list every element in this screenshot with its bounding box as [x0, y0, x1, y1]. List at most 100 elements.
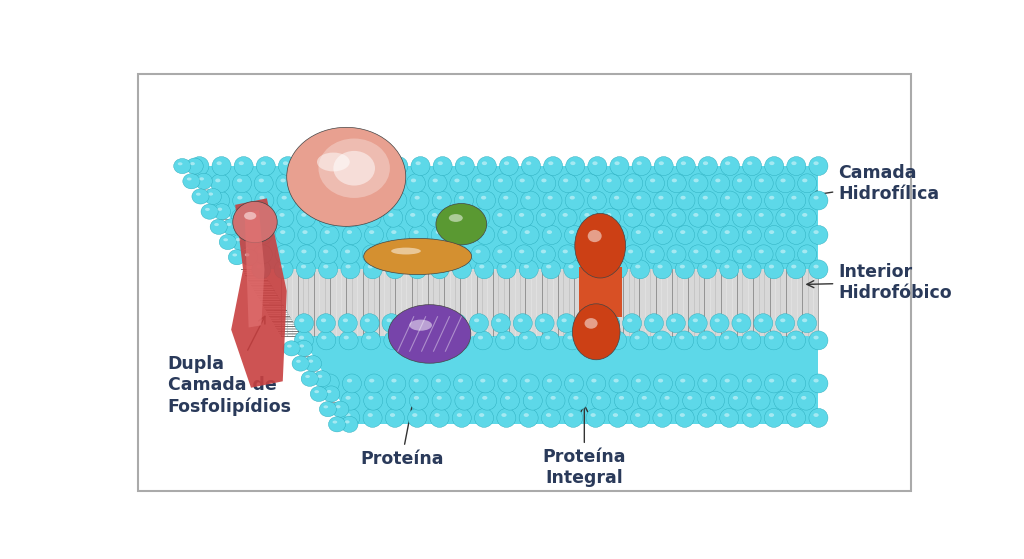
Ellipse shape [667, 314, 685, 333]
Ellipse shape [542, 409, 560, 427]
Ellipse shape [403, 314, 423, 333]
Ellipse shape [653, 191, 673, 210]
Ellipse shape [523, 264, 529, 268]
Ellipse shape [776, 174, 795, 193]
Ellipse shape [478, 335, 483, 339]
Ellipse shape [759, 319, 764, 322]
Ellipse shape [479, 413, 484, 417]
Ellipse shape [278, 191, 296, 210]
Ellipse shape [523, 391, 543, 410]
Ellipse shape [701, 335, 707, 339]
Ellipse shape [474, 319, 479, 322]
Ellipse shape [459, 196, 464, 200]
Ellipse shape [455, 191, 473, 210]
Ellipse shape [635, 335, 640, 339]
Ellipse shape [649, 213, 655, 217]
Ellipse shape [519, 260, 539, 279]
Ellipse shape [411, 178, 416, 182]
Ellipse shape [579, 314, 598, 333]
Ellipse shape [362, 174, 382, 193]
Ellipse shape [809, 331, 828, 350]
Ellipse shape [475, 225, 495, 244]
Ellipse shape [318, 260, 338, 279]
Ellipse shape [280, 213, 285, 217]
Ellipse shape [292, 356, 309, 371]
Ellipse shape [765, 191, 783, 210]
Ellipse shape [236, 238, 241, 241]
Ellipse shape [238, 196, 243, 200]
Ellipse shape [364, 260, 382, 279]
Ellipse shape [494, 174, 512, 193]
Ellipse shape [635, 264, 640, 268]
Ellipse shape [741, 331, 761, 350]
Ellipse shape [391, 230, 396, 234]
Ellipse shape [316, 314, 336, 333]
Ellipse shape [774, 391, 793, 410]
Ellipse shape [522, 335, 527, 339]
Ellipse shape [428, 174, 447, 193]
Ellipse shape [183, 174, 200, 189]
Ellipse shape [585, 318, 598, 329]
Ellipse shape [602, 245, 621, 264]
Ellipse shape [498, 213, 503, 217]
Ellipse shape [431, 225, 451, 244]
Ellipse shape [474, 409, 494, 427]
Ellipse shape [588, 230, 602, 242]
Ellipse shape [234, 157, 253, 176]
Ellipse shape [702, 413, 708, 417]
Ellipse shape [606, 178, 611, 182]
Ellipse shape [411, 249, 416, 253]
Ellipse shape [305, 375, 310, 378]
Ellipse shape [275, 225, 295, 244]
Ellipse shape [780, 178, 785, 182]
Ellipse shape [253, 225, 272, 244]
Ellipse shape [344, 335, 349, 339]
Ellipse shape [668, 174, 686, 193]
Ellipse shape [339, 331, 358, 350]
Ellipse shape [765, 225, 783, 244]
Ellipse shape [365, 225, 384, 244]
Ellipse shape [574, 214, 626, 278]
Ellipse shape [451, 331, 470, 350]
Ellipse shape [390, 264, 395, 268]
Ellipse shape [702, 264, 708, 268]
Ellipse shape [449, 214, 463, 222]
Ellipse shape [702, 378, 708, 382]
Ellipse shape [410, 391, 428, 410]
Ellipse shape [671, 319, 676, 322]
Ellipse shape [676, 225, 694, 244]
Ellipse shape [629, 178, 634, 182]
Ellipse shape [742, 260, 761, 279]
Ellipse shape [802, 249, 807, 253]
Ellipse shape [388, 191, 407, 210]
Ellipse shape [720, 225, 739, 244]
Ellipse shape [775, 314, 795, 333]
Ellipse shape [453, 409, 471, 427]
Ellipse shape [746, 413, 752, 417]
Ellipse shape [436, 378, 441, 382]
Ellipse shape [414, 230, 419, 234]
Ellipse shape [558, 174, 578, 193]
Ellipse shape [214, 223, 219, 226]
Ellipse shape [302, 178, 307, 182]
Ellipse shape [675, 260, 694, 279]
Ellipse shape [493, 245, 512, 264]
Ellipse shape [605, 319, 610, 322]
Ellipse shape [692, 319, 698, 322]
Ellipse shape [720, 260, 739, 279]
Ellipse shape [514, 209, 534, 227]
Ellipse shape [232, 201, 278, 243]
Ellipse shape [697, 225, 717, 244]
Ellipse shape [764, 409, 783, 427]
Ellipse shape [388, 249, 393, 253]
Ellipse shape [746, 378, 752, 382]
Ellipse shape [606, 249, 611, 253]
Ellipse shape [520, 374, 540, 393]
Ellipse shape [304, 196, 309, 200]
Ellipse shape [479, 264, 484, 268]
Ellipse shape [472, 174, 490, 193]
Ellipse shape [732, 209, 752, 227]
Ellipse shape [710, 396, 715, 400]
Ellipse shape [406, 209, 425, 227]
Ellipse shape [345, 264, 350, 268]
